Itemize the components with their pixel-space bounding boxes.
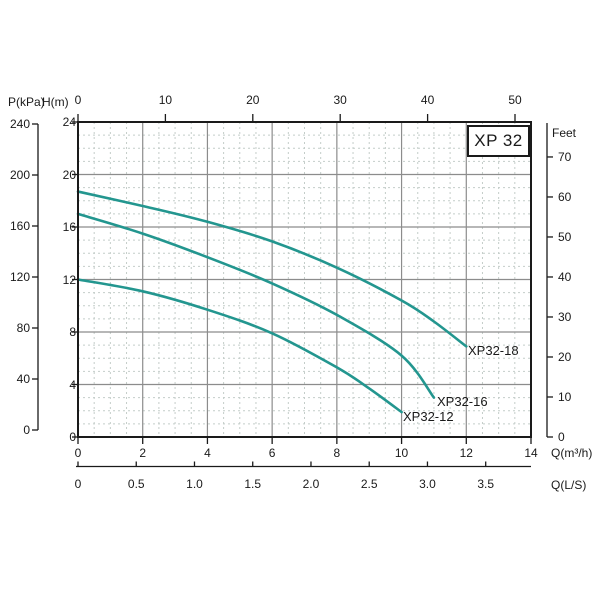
feet-tick-label: 70 (558, 149, 572, 164)
flow-m3h-tick-label: 6 (268, 446, 276, 460)
head-tick-label: 4 (69, 377, 76, 392)
flow-m3h-tick-label: 8 (333, 446, 341, 460)
feet-tick-label: 40 (558, 269, 572, 284)
pressure-tick-label: 40 (16, 372, 30, 386)
pressure-tick-label: 240 (9, 117, 30, 131)
head-tick-label: 12 (62, 272, 76, 287)
flow-ls-axis-label: Q(L/S) (551, 478, 587, 492)
head-tick-label: 0 (69, 430, 76, 444)
flow-m3h-tick-label: 4 (204, 446, 211, 460)
head-tick-label: 20 (62, 167, 76, 182)
flow-ls-tick-label: 3.0 (419, 477, 436, 491)
flow-m3h-tick-label: 2 (139, 446, 147, 460)
top-axis-tick-label: 0 (74, 93, 82, 107)
pressure-tick-label: 80 (16, 321, 30, 335)
flow-m3h-axis-label: Q(m³/h) (551, 446, 593, 460)
curve-xp32-16 (76, 212, 436, 399)
flow-ls-tick-label: 2.0 (302, 477, 320, 491)
top-axis-tick-label: 20 (246, 93, 260, 107)
head-tick-label: 16 (62, 220, 76, 234)
top-axis-tick-label: 40 (420, 93, 435, 107)
feet-tick-label: 0 (558, 430, 565, 444)
top-axis-tick-label: 30 (333, 93, 347, 107)
model-title-box: XP 32 (467, 125, 530, 157)
flow-ls-tick-label: 1.0 (186, 477, 203, 491)
feet-tick-label: 20 (558, 349, 572, 364)
head-axis-label: H(m) (42, 95, 69, 109)
flow-ls-tick-label: 0 (74, 477, 82, 491)
curve-label-xp32-12: XP32-12 (403, 409, 454, 424)
curve-label-xp32-16: XP32-16 (437, 394, 488, 409)
flow-m3h-tick-label: 0 (74, 446, 82, 460)
feet-tick-label: 60 (558, 189, 572, 204)
pressure-tick-label: 120 (9, 270, 30, 284)
head-tick-label: 24 (62, 115, 76, 129)
flow-m3h-tick-label: 10 (394, 446, 409, 460)
curve-xp32-12 (76, 278, 403, 414)
feet-tick-label: 10 (558, 389, 572, 404)
curve-xp32-18 (76, 190, 468, 348)
pressure-tick-label: 200 (9, 168, 30, 182)
pressure-axis-label: P(kPa) (8, 95, 45, 109)
flow-ls-tick-label: 1.5 (244, 477, 262, 491)
pressure-tick-label: 0 (23, 423, 30, 437)
pressure-tick-label: 160 (9, 219, 30, 233)
curve-label-xp32-18: XP32-18 (468, 343, 519, 358)
flow-ls-tick-label: 2.5 (360, 477, 378, 491)
model-title: XP 32 (474, 131, 523, 150)
flow-ls-tick-label: 3.5 (477, 477, 495, 491)
top-axis-tick-label: 50 (508, 93, 522, 107)
head-tick-label: 8 (69, 325, 76, 339)
flow-m3h-tick-label: 14 (524, 446, 538, 460)
feet-tick-label: 30 (558, 309, 572, 324)
flow-ls-tick-label: 0.5 (127, 477, 145, 491)
top-axis-tick-label: 10 (158, 93, 173, 107)
feet-axis-label: Feet (552, 126, 577, 140)
feet-tick-label: 50 (558, 229, 572, 244)
flow-m3h-tick-label: 12 (459, 446, 473, 460)
